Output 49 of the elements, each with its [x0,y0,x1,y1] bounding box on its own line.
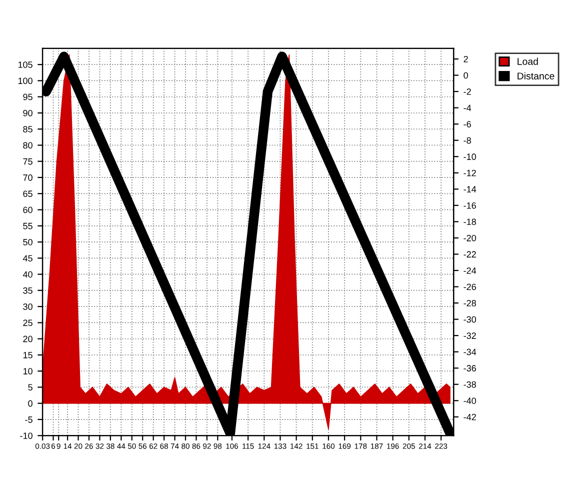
y-tick-label: -5 [25,416,32,423]
legend-label: Load [518,58,538,65]
y2-tick-label: -36 [464,365,476,372]
y2-tick-label: -8 [464,137,471,144]
y2-tick-label: -18 [464,218,476,226]
y2-tick-label: -42 [464,414,476,420]
y2-tick-label: -12 [464,170,476,176]
y-tick-label: 60 [23,206,32,214]
y2-tick-label: -20 [464,234,476,242]
y2-tick-label: -40 [464,398,476,404]
y-tick-label: 70 [23,174,32,181]
y-tick-label: 45 [22,255,32,262]
y2-tick-label: -30 [464,316,476,323]
y-tick-label: 90 [23,110,32,116]
y-tick-label: 40 [22,271,32,278]
y-tick-label: 50 [23,238,32,246]
y-tick-label: 20 [23,336,32,342]
y2-tick-label: -14 [464,186,476,192]
y2-tick-label: -4 [464,104,472,112]
y-tick-label: 95 [23,94,32,100]
y-tick-label: 65 [23,190,32,197]
y2-tick-label: -16 [464,202,476,209]
y2-tick-label: -34 [464,348,476,356]
legend-label: Distance [518,72,554,80]
y-tick-label: 75 [23,158,32,165]
y-tick-label: 15 [23,352,32,358]
y-tick-label: 25 [23,320,32,326]
y-tick-label: 105 [18,62,32,68]
y-tick-label: 5 [28,384,32,391]
y-tick-label: -10 [20,432,32,439]
y2-tick-label: -22 [464,251,476,258]
y2-tick-label: 2 [464,56,468,62]
y2-tick-label: 0 [464,72,468,79]
y-tick-label: 100 [18,78,32,84]
y-tick-label: 80 [23,142,32,149]
y-tick-label: 10 [23,368,32,374]
y-tick-label: 0 [28,400,32,407]
y-tick-label: 30 [23,304,32,310]
y2-tick-label: -26 [464,284,476,290]
y2-tick-label: -24 [464,267,476,274]
y-tick-label: 55 [23,222,32,230]
y2-tick-label: -10 [464,154,476,160]
y2-tick-label: -28 [464,300,476,306]
y2-tick-label: -6 [464,121,471,128]
y-tick-label: 35 [23,287,32,294]
y-tick-label: 85 [23,126,32,132]
y2-tick-label: -38 [464,381,476,388]
y2-tick-label: -2 [464,88,471,95]
y2-tick-label: -32 [464,332,476,339]
